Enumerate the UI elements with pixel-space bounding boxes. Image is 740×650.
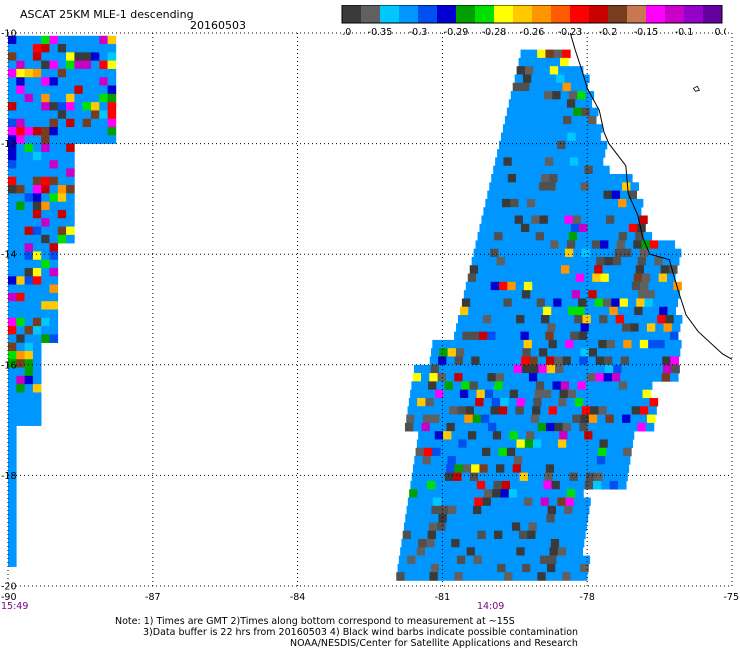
map-title: ASCAT 25KM MLE-1 descending xyxy=(20,8,194,21)
colorbar: -1.0 -0.35 -0.3 -0.29 -0.28 -0.26 -0.23 -0.2 -0.… xyxy=(341,5,726,37)
colorbar-swatch xyxy=(418,5,437,23)
lon-tick-label: -78 xyxy=(579,592,595,603)
lon-tick-label: -84 xyxy=(290,592,306,603)
colorbar-swatch xyxy=(703,5,722,23)
island-outline xyxy=(692,85,700,92)
wind-cells xyxy=(8,35,683,581)
colorbar-swatch xyxy=(646,5,665,23)
colorbar-swatch xyxy=(380,5,399,23)
lon-tick-label: -90 xyxy=(1,592,17,603)
lat-tick-label: -18 xyxy=(1,471,17,482)
colorbar-tick-label: -1.0 xyxy=(341,27,351,37)
colorbar-tick-label: -0.3 xyxy=(409,27,428,37)
lon-tick-label: -75 xyxy=(723,592,739,603)
colorbar-swatch xyxy=(342,5,361,23)
colorbar-swatch xyxy=(399,5,418,23)
colorbar-tick-label: -0.28 xyxy=(482,27,507,37)
lat-tick-label: -20 xyxy=(1,582,17,593)
colorbar-tick-label: -0.29 xyxy=(444,27,469,37)
colorbar-tick-label: -0.23 xyxy=(558,27,583,37)
time-label: 15:49 xyxy=(1,601,28,610)
colorbar-swatch xyxy=(589,5,608,23)
lat-tick-label: -14 xyxy=(1,250,17,261)
colorbar-tick-label: -0.1 xyxy=(675,27,694,37)
colorbar-swatch xyxy=(532,5,551,23)
colorbar-swatch xyxy=(475,5,494,23)
lat-tick-label: -10 xyxy=(1,29,17,40)
ascat-map: -90 -87 -84 -81 -78 -75 -10 -12 -14 -16 -18 -20 15:4… xyxy=(1,29,739,611)
lat-tick-label: -16 xyxy=(1,360,17,371)
colorbar-swatch xyxy=(437,5,456,23)
note-line-3: NOAA/NESDIS/Center for Satellite Applica… xyxy=(290,638,578,649)
colorbar-swatch xyxy=(608,5,627,23)
colorbar-swatch xyxy=(627,5,646,23)
colorbar-swatch xyxy=(456,5,475,23)
colorbar-tick-label: -0.2 xyxy=(599,27,618,37)
colorbar-tick-label: -0.35 xyxy=(368,27,393,37)
colorbar-tick-label: -0.15 xyxy=(634,27,659,37)
colorbar-swatch xyxy=(570,5,589,23)
lon-tick-label: -87 xyxy=(145,592,161,603)
graticule xyxy=(8,33,732,586)
colorbar-tick-label: -0.26 xyxy=(520,27,545,37)
map-frame xyxy=(7,32,733,587)
colorbar-swatch xyxy=(513,5,532,23)
map-date: 20160503 xyxy=(190,19,246,32)
colorbar-swatch xyxy=(684,5,703,23)
lat-tick-label: -12 xyxy=(1,139,17,150)
colorbar-tick-label: 0.0 xyxy=(714,27,726,37)
colorbar-swatch xyxy=(361,5,380,23)
note-line-2: 3)Data buffer is 22 hrs from 20160503 4)… xyxy=(143,627,579,638)
colorbar-swatch xyxy=(665,5,684,23)
coastline xyxy=(569,32,733,360)
note-line-1: Note: 1) Times are GMT 2)Times along bot… xyxy=(115,616,515,627)
colorbar-swatch xyxy=(551,5,570,23)
colorbar-swatch xyxy=(494,5,513,23)
time-label: 14:09 xyxy=(477,601,504,610)
lon-tick-label: -81 xyxy=(435,592,451,603)
